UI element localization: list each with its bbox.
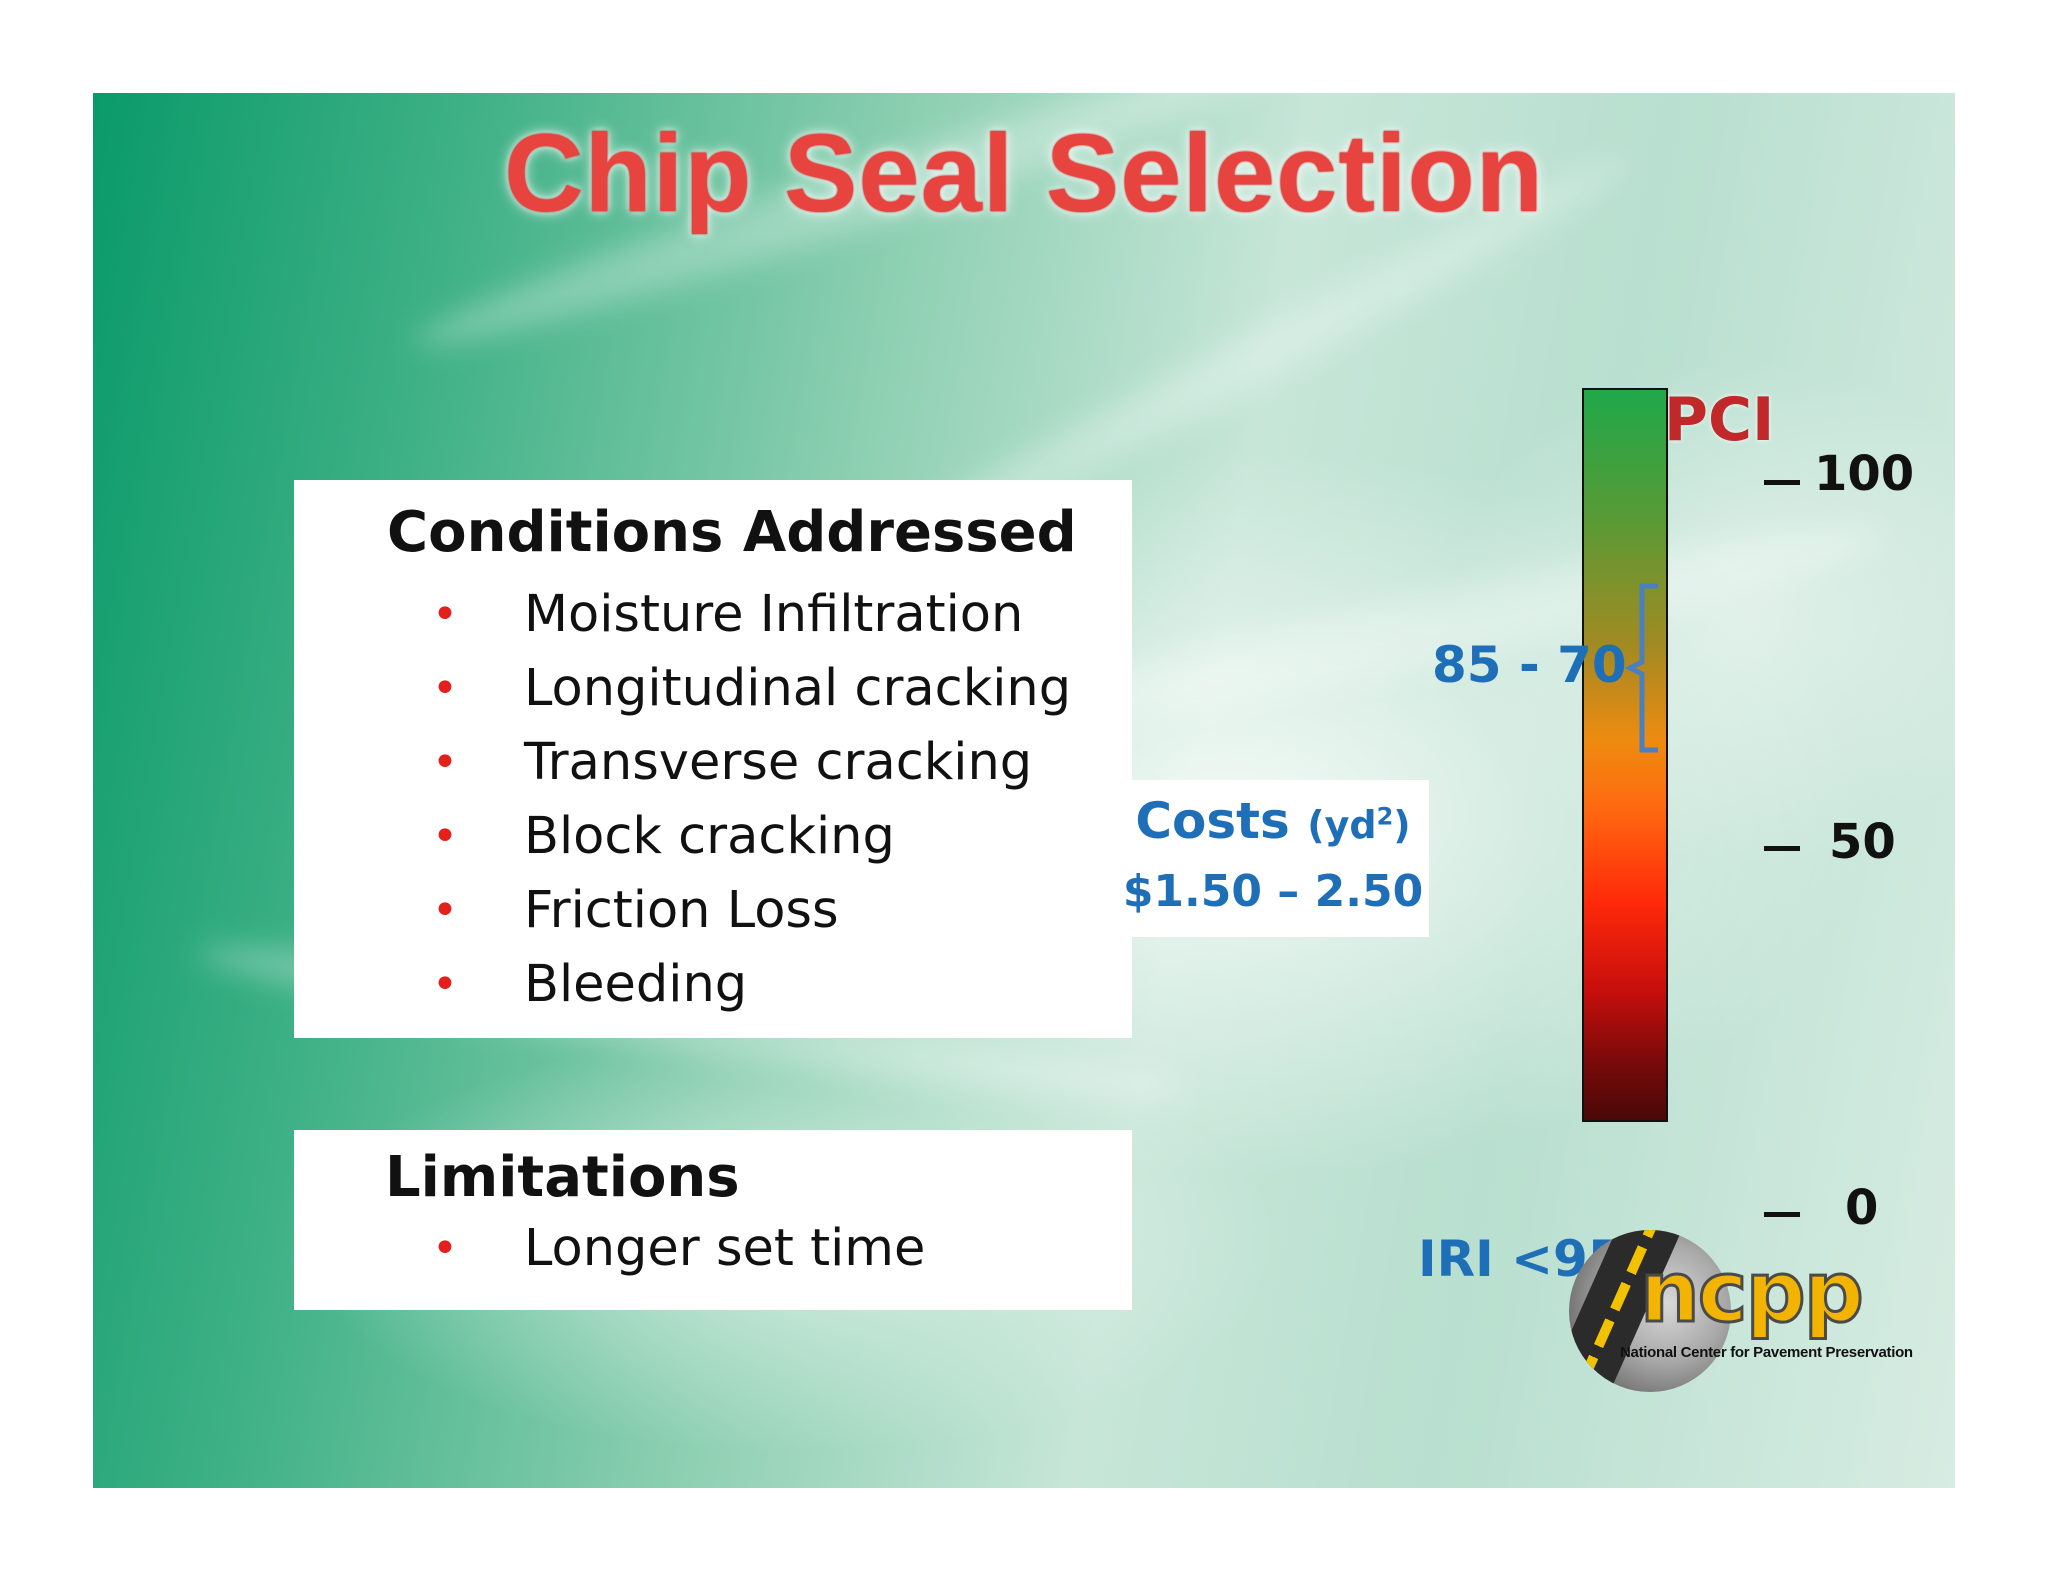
conditions-heading: Conditions Addressed [387, 500, 1077, 565]
scale-label-50: 50 [1829, 814, 1896, 870]
list-item-text: Moisture Infiltration [524, 585, 1024, 644]
list-item: • Moisture Infiltration [432, 578, 1132, 652]
ncpp-logo-wordmark: ncpp [1639, 1243, 1866, 1341]
list-item: • Bleeding [432, 948, 1132, 1022]
limitations-panel: Limitations • Longer set time [294, 1130, 1132, 1310]
bullet-icon: • [432, 1223, 458, 1274]
costs-unit: (yd2) [1307, 802, 1411, 847]
pci-label: PCI [1664, 385, 1775, 455]
costs-unit-suffix: ) [1393, 803, 1411, 847]
list-item: • Block cracking [432, 800, 1132, 874]
list-item: • Friction Loss [432, 874, 1132, 948]
costs-value: $1.50 – 2.50 [1122, 866, 1424, 917]
list-item: • Longer set time [432, 1212, 1132, 1286]
pci-color-bar [1582, 388, 1668, 1122]
bullet-icon: • [432, 663, 458, 714]
conditions-panel: Conditions Addressed • Moisture Infiltrat… [294, 480, 1132, 1038]
ncpp-logo-emblem [1569, 1230, 1731, 1392]
bullet-icon: • [432, 885, 458, 936]
bullet-icon: • [432, 959, 458, 1010]
bullet-icon: • [432, 589, 458, 640]
tick-50 [1764, 846, 1800, 851]
list-item-text: Longitudinal cracking [524, 659, 1072, 718]
scale-label-100: 100 [1814, 446, 1915, 502]
list-item-text: Bleeding [524, 955, 748, 1014]
bullet-icon: • [432, 811, 458, 862]
slide-title: Chip Seal Selection [504, 112, 1544, 235]
tick-100 [1764, 480, 1800, 485]
limitations-heading: Limitations [385, 1145, 740, 1210]
costs-heading: Costs (yd2) [1117, 792, 1429, 850]
list-item: • Transverse cracking [432, 726, 1132, 800]
list-item-text: Friction Loss [524, 881, 839, 940]
list-item-text: Longer set time [524, 1219, 926, 1278]
costs-panel: Costs (yd2) $1.50 – 2.50 [1117, 780, 1429, 937]
pci-range-bracket [1624, 583, 1658, 753]
scale-label-0: 0 [1845, 1180, 1879, 1236]
list-item-text: Block cracking [524, 807, 895, 866]
costs-label: Costs [1135, 792, 1290, 850]
bullet-icon: • [432, 737, 458, 788]
list-item: • Longitudinal cracking [432, 652, 1132, 726]
costs-unit-superscript: 2 [1376, 802, 1394, 831]
costs-unit-prefix: (yd [1307, 803, 1377, 847]
pci-range-label: 85 - 70 [1432, 636, 1627, 694]
list-item-text: Transverse cracking [524, 733, 1033, 792]
ncpp-logo-subtitle: National Center for Pavement Preservatio… [1620, 1344, 1913, 1361]
tick-0 [1764, 1212, 1800, 1217]
